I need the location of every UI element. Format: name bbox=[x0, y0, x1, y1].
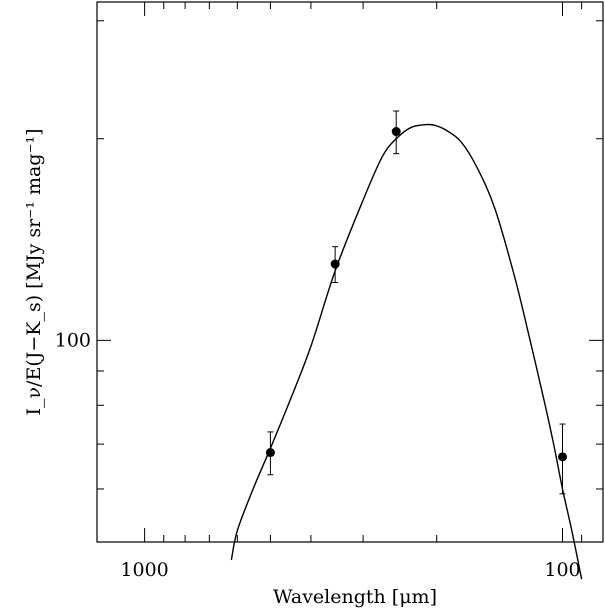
data-point bbox=[330, 259, 340, 269]
plot-frame bbox=[96, 1, 604, 543]
data-point bbox=[391, 127, 401, 137]
x-tick-label: 1000 bbox=[120, 559, 168, 581]
axis-ticks bbox=[97, 2, 604, 543]
model-curve bbox=[230, 123, 583, 580]
data-point bbox=[265, 448, 275, 458]
x-axis-title: Wavelength [μm] bbox=[273, 586, 437, 608]
y-axis-title: I_ν/E(J−K_s) [MJy sr⁻¹ mag⁻¹] bbox=[23, 128, 45, 415]
x-tick-label: 100 bbox=[544, 559, 580, 581]
axis-tick-labels: 1000 100 100 bbox=[55, 329, 581, 581]
y-tick-label: 100 bbox=[55, 329, 91, 351]
data-points bbox=[265, 110, 568, 495]
data-point bbox=[558, 452, 568, 462]
